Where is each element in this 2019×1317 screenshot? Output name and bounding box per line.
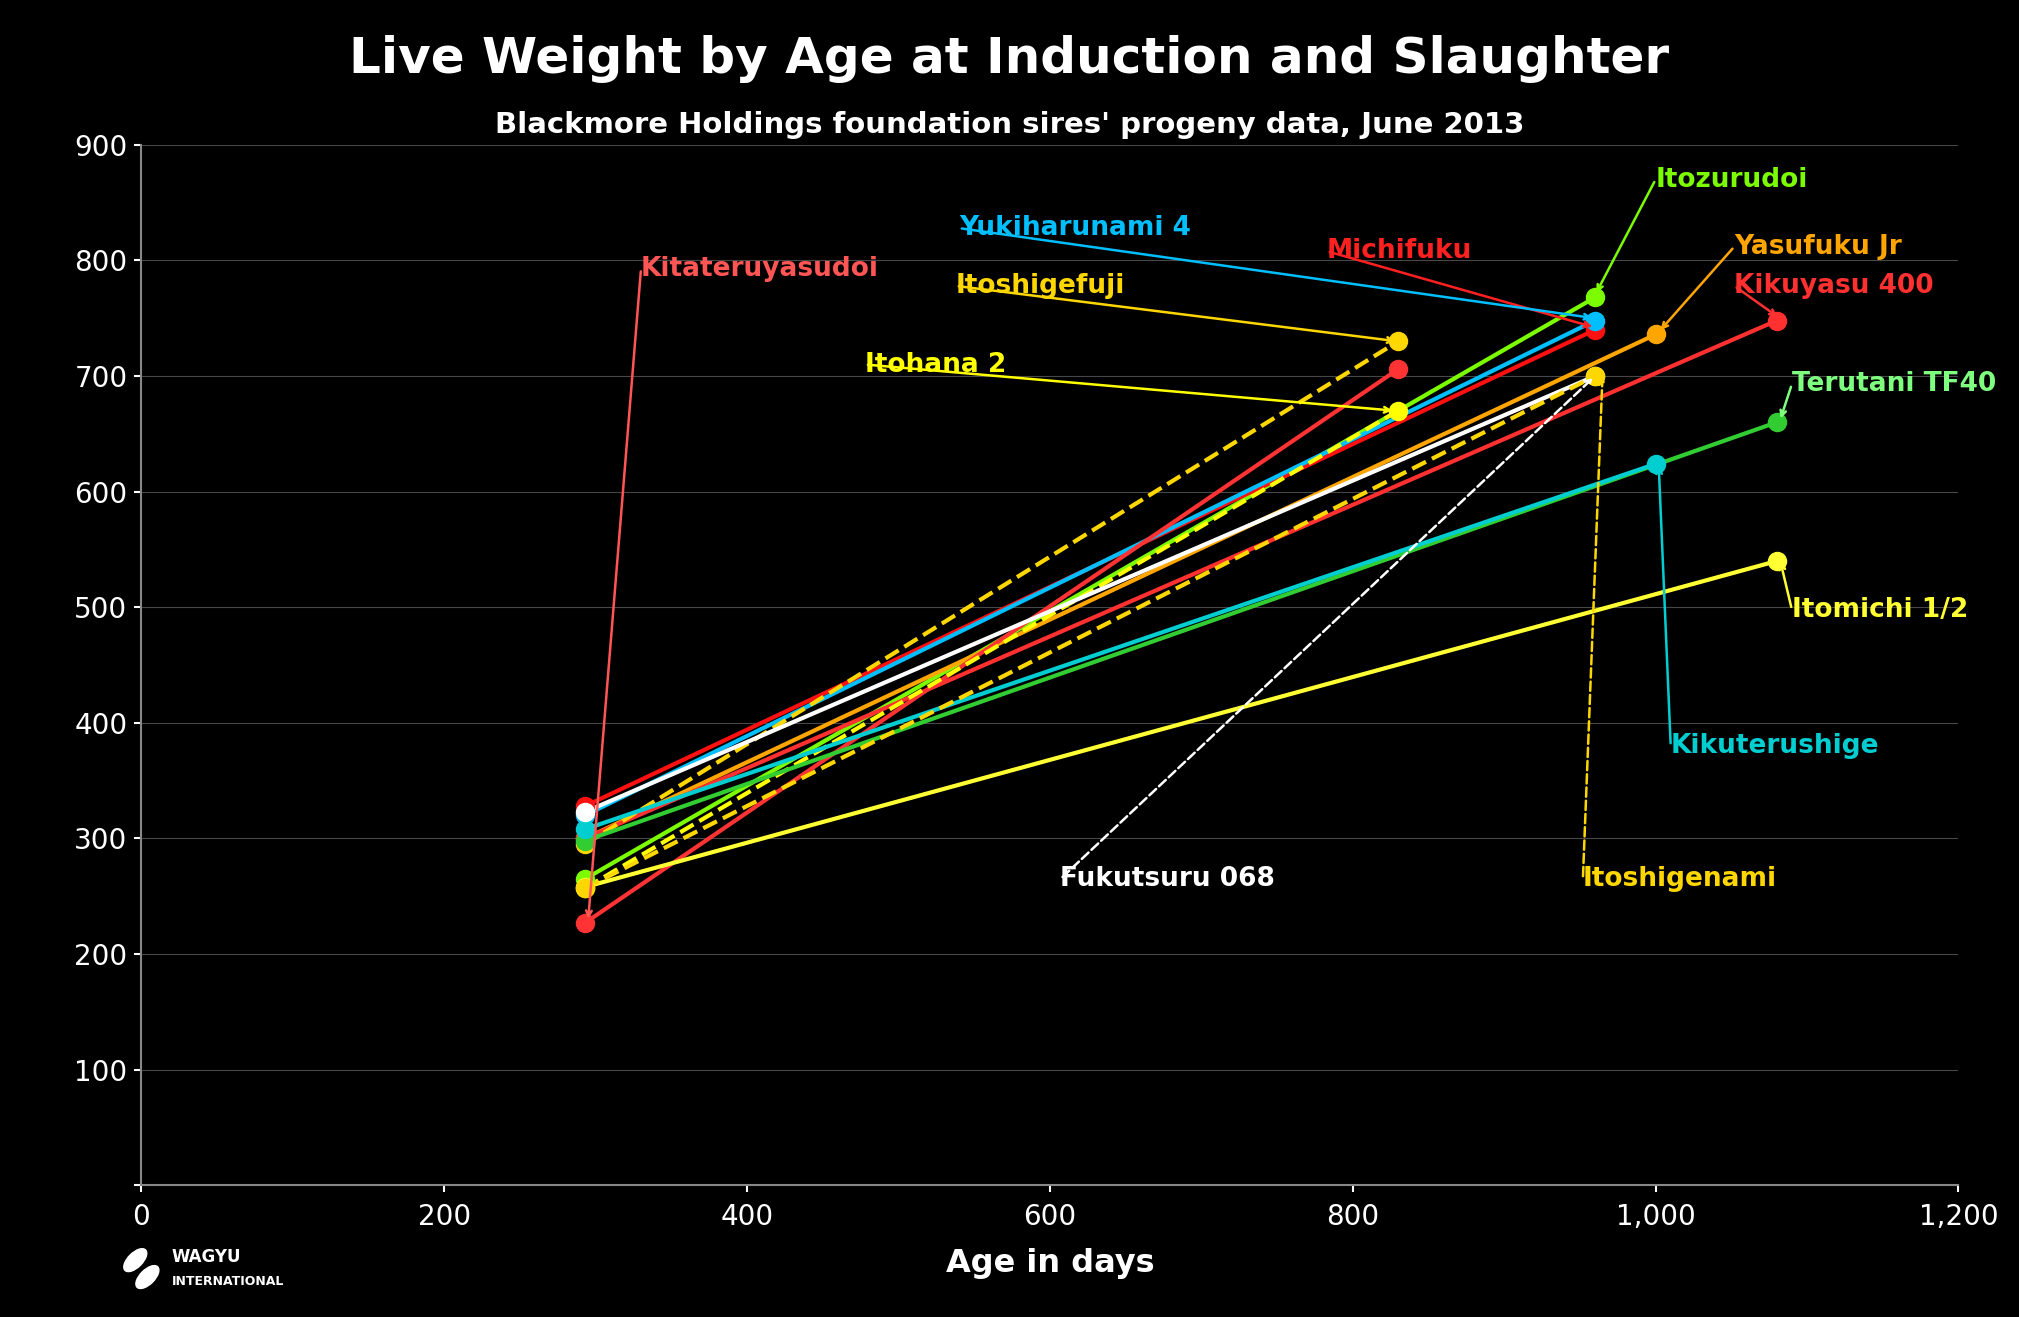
Text: Michifuku: Michifuku: [1326, 238, 1472, 265]
Text: Blackmore Holdings foundation sires' progeny data, June 2013: Blackmore Holdings foundation sires' pro…: [495, 111, 1524, 140]
Text: Kikuyasu 400: Kikuyasu 400: [1734, 273, 1934, 299]
Text: Kitateruyasudoi: Kitateruyasudoi: [642, 255, 878, 282]
Text: Itoshigefuji: Itoshigefuji: [957, 273, 1125, 299]
Text: Yukiharunami 4: Yukiharunami 4: [959, 215, 1191, 241]
X-axis label: Age in days: Age in days: [945, 1249, 1155, 1279]
Text: Live Weight by Age at Induction and Slaughter: Live Weight by Age at Induction and Slau…: [349, 36, 1670, 83]
Text: Kikuterushige: Kikuterushige: [1672, 734, 1880, 759]
Ellipse shape: [135, 1266, 160, 1288]
Text: Itomichi 1/2: Itomichi 1/2: [1793, 597, 1969, 623]
Text: Yasufuku Jr: Yasufuku Jr: [1734, 233, 1902, 259]
Text: Itoshigenami: Itoshigenami: [1583, 867, 1777, 892]
Ellipse shape: [123, 1249, 147, 1272]
Text: INTERNATIONAL: INTERNATIONAL: [172, 1275, 285, 1288]
Text: Itohana 2: Itohana 2: [864, 352, 1005, 378]
Text: WAGYU: WAGYU: [172, 1249, 240, 1266]
Text: Terutani TF40: Terutani TF40: [1793, 371, 1997, 398]
Text: Fukutsuru 068: Fukutsuru 068: [1060, 867, 1276, 892]
Text: Itozurudoi: Itozurudoi: [1656, 166, 1807, 192]
